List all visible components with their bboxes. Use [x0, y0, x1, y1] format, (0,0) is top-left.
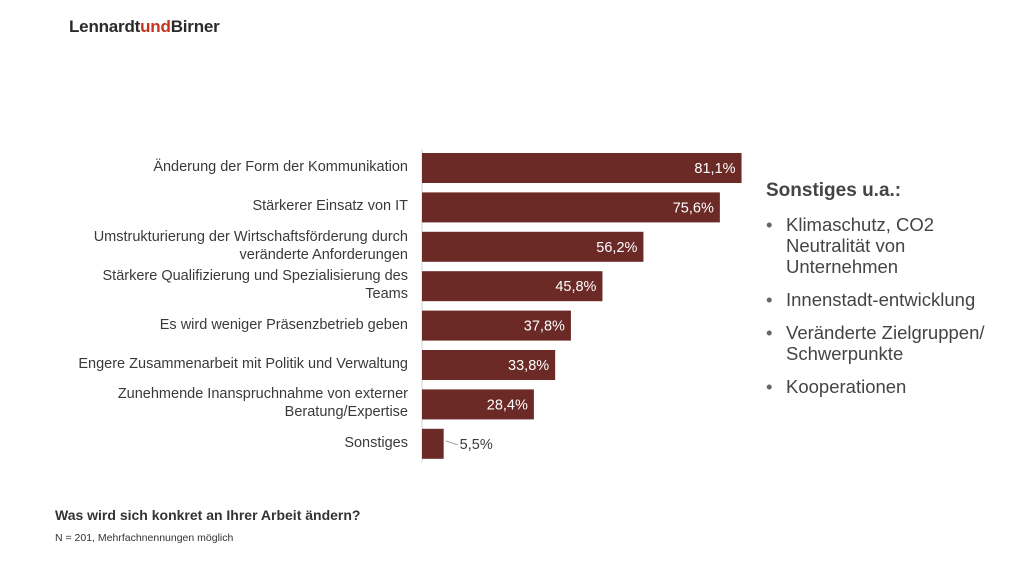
sidebar-title: Sonstiges u.a.: [766, 180, 902, 201]
category-label: Stärkere Qualifizierung und Spezialisier… [102, 268, 408, 303]
data-label: 33,8% [508, 358, 549, 374]
data-label: 56,2% [596, 240, 637, 256]
sidebar-list: Klimaschutz, CO2 Neutralität von Unterne… [766, 214, 996, 397]
bar [422, 310, 571, 341]
category-label: Es wird weniger Präsenzbetrieb geben [159, 316, 408, 333]
sample-note: N = 201, Mehrfachnennungen möglich [55, 532, 234, 544]
data-label: 45,8% [555, 279, 596, 295]
bar [422, 428, 444, 459]
logo-part-1: Lennardt [69, 17, 141, 36]
bar [422, 231, 644, 262]
data-label: 81,1% [694, 161, 735, 177]
bar [422, 271, 603, 302]
category-label: Umstrukturierung der Wirtschaftsförderun… [93, 228, 408, 263]
category-label: Zunehmende Inanspruchnahme von externer … [117, 386, 408, 421]
sidebar-item: Klimaschutz, CO2 Neutralität von Unterne… [766, 214, 996, 277]
data-label: 28,4% [487, 397, 528, 413]
logo-part-2: und [140, 17, 171, 36]
logo-part-3: Birner [170, 17, 220, 36]
sidebar-other: Sonstiges u.a.: Klimaschutz, CO2 Neutral… [766, 180, 996, 409]
data-label: 5,5% [460, 437, 493, 453]
logo: LennardtundBirner [69, 17, 220, 37]
bar [422, 350, 556, 380]
category-label: Stärkerer Einsatz von IT [252, 198, 408, 215]
category-label: Sonstiges [344, 434, 408, 451]
sidebar-item: Veränderte Zielgruppen/ Schwerpunkte [766, 322, 996, 364]
sidebar-item: Innenstadt-entwicklung [766, 289, 996, 310]
sidebar-item: Kooperationen [766, 376, 996, 397]
data-label: 75,6% [673, 200, 714, 216]
category-label: Änderung der Form der Kommunikation [153, 159, 408, 175]
bar [422, 192, 720, 223]
data-label: 37,8% [524, 319, 565, 335]
category-label: Engere Zusammenarbeit mit Politik und Ve… [78, 356, 408, 372]
bar [422, 153, 742, 183]
bar [422, 389, 534, 420]
leader-line [445, 440, 458, 446]
survey-question: Was wird sich konkret an Ihrer Arbeit än… [55, 507, 361, 523]
